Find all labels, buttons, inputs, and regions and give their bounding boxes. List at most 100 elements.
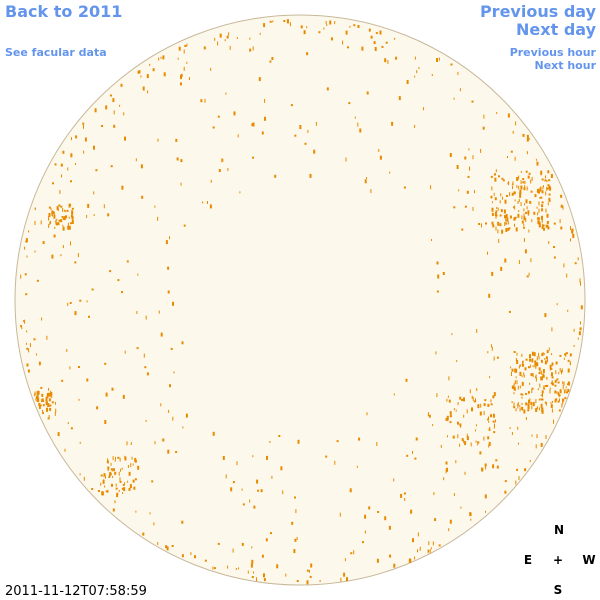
facula [515, 376, 517, 379]
facula [513, 402, 515, 407]
facula [342, 40, 344, 45]
facula [520, 185, 523, 190]
facula [48, 398, 51, 402]
facula [409, 558, 411, 563]
facula [135, 158, 137, 162]
facula [126, 441, 128, 446]
facula [521, 363, 524, 367]
facula [529, 398, 531, 402]
facula [266, 455, 268, 460]
facula [318, 31, 321, 34]
facula [553, 256, 556, 259]
facula [493, 431, 496, 434]
facula [64, 448, 66, 452]
facula [387, 60, 389, 64]
facula [558, 372, 560, 375]
next-day-link[interactable]: Next day [516, 20, 597, 39]
facula [446, 398, 448, 402]
facular-link[interactable]: See facular data [5, 46, 107, 59]
facula [515, 358, 517, 361]
facula [517, 402, 519, 406]
facula [544, 357, 546, 360]
compass-north: N [554, 523, 564, 537]
facula [214, 37, 216, 41]
facula [176, 157, 179, 161]
facula [491, 271, 494, 276]
facula [438, 57, 440, 61]
facula [49, 407, 52, 411]
facula [479, 411, 482, 416]
facula [339, 512, 341, 517]
facula [500, 266, 503, 271]
facula [507, 113, 510, 118]
facula [210, 67, 212, 71]
previous-hour-link[interactable]: Previous hour [510, 46, 597, 59]
facula [428, 541, 430, 546]
facula [523, 223, 525, 226]
facula [525, 402, 528, 406]
facula [105, 475, 106, 479]
facula [227, 168, 229, 171]
facula [545, 435, 547, 439]
facula [551, 327, 553, 332]
facula [86, 378, 89, 382]
facula [527, 409, 530, 412]
facula [522, 181, 525, 184]
facula [166, 546, 169, 551]
facula [49, 404, 52, 407]
facula [70, 180, 72, 183]
facula [565, 386, 567, 389]
facula [37, 390, 40, 395]
facula [34, 221, 36, 225]
facula [138, 70, 141, 74]
facula [562, 205, 564, 210]
facula [537, 388, 539, 391]
facula [536, 188, 539, 193]
facula [531, 405, 533, 410]
facula [488, 441, 491, 446]
facula [496, 112, 498, 115]
facula [428, 550, 430, 552]
facula [25, 240, 28, 243]
facula [448, 376, 450, 381]
facula [62, 207, 64, 212]
facula [491, 207, 494, 212]
facula [449, 153, 452, 157]
facula [459, 396, 462, 400]
facula [71, 220, 74, 224]
next-hour-link[interactable]: Next hour [535, 59, 597, 72]
facula [555, 361, 558, 365]
previous-day-link[interactable]: Previous day [480, 2, 597, 21]
facula [509, 215, 512, 219]
facula [445, 461, 448, 465]
facula [379, 155, 382, 160]
back-link[interactable]: Back to 2011 [5, 2, 122, 21]
facula [405, 378, 408, 382]
facula [484, 494, 487, 499]
facula [103, 473, 106, 477]
facula [112, 468, 115, 472]
facula [68, 203, 71, 208]
facula [547, 224, 549, 228]
facula [263, 578, 266, 582]
facula [459, 443, 461, 447]
facula [417, 549, 418, 553]
facula [123, 487, 126, 492]
facula [49, 221, 51, 225]
facula [466, 190, 469, 194]
facula [562, 385, 564, 390]
facula [551, 353, 553, 356]
facula [495, 214, 497, 219]
facula [495, 169, 497, 173]
facula [345, 30, 348, 35]
facula [461, 398, 463, 401]
facula [505, 219, 507, 223]
facula [511, 368, 514, 372]
facula [247, 570, 249, 574]
facula [451, 333, 453, 336]
facula [252, 455, 254, 458]
facula [157, 138, 159, 142]
facula [304, 142, 307, 145]
facula [43, 412, 44, 415]
facula [423, 107, 424, 111]
